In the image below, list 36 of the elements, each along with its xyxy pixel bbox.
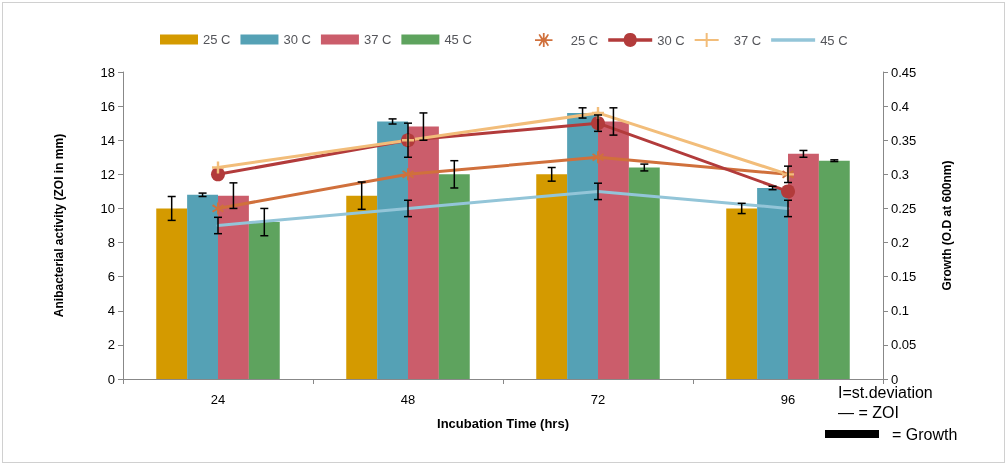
legend-label: 45 C (820, 32, 848, 48)
x-tick-label: 72 (590, 392, 606, 407)
text: = Growth (892, 425, 958, 443)
y2-tick-label: 0.45 (891, 64, 917, 80)
y2-tick-label: 0.4 (891, 98, 910, 114)
x-tick-label: 24 (210, 392, 226, 407)
text: — = ZOI (838, 403, 899, 421)
y2-tick-label: 0.15 (891, 269, 917, 285)
x-axis-title: Incubation Time (hrs) (437, 416, 569, 431)
x-tick-label: 96 (780, 392, 796, 407)
y2-tick-label: 0.1 (891, 303, 910, 319)
y2-tick-label: 0.35 (891, 132, 917, 148)
legend-label: 37 C (733, 32, 762, 48)
legend-label: 45 C (444, 32, 472, 47)
y2-tick-label: 0.2 (891, 235, 910, 251)
y-axis-title: Anibacterial activity (ZOI in mm) (52, 133, 66, 318)
y-tick-label: 18 (100, 64, 115, 80)
y-tick-label: 8 (107, 235, 115, 251)
y2-tick-label: 0.3 (891, 166, 910, 182)
y-tick-label: 4 (107, 303, 115, 319)
y2-axis-title: Growth (O.D at 600nm) (940, 160, 954, 291)
y-tick-label: 12 (100, 166, 115, 182)
y-tick-label: 2 (107, 337, 115, 353)
legend-label: 25 C (570, 32, 599, 48)
legend-label: 37 C (363, 32, 392, 47)
y-tick-label: 16 (100, 98, 115, 114)
legend-label: 30 C (283, 32, 311, 47)
y-tick-label: 0 (107, 371, 115, 387)
y2-tick-label: 0.25 (891, 200, 917, 216)
y-tick-label: 6 (107, 269, 115, 285)
x-tick-label: 48 (400, 392, 416, 407)
y-tick-label: 14 (100, 132, 115, 148)
legend-label: 25 C (203, 32, 231, 47)
y2-tick-label: 0.05 (891, 337, 917, 353)
y-tick-label: 10 (100, 200, 115, 216)
legend-label: 30 C (657, 32, 685, 48)
